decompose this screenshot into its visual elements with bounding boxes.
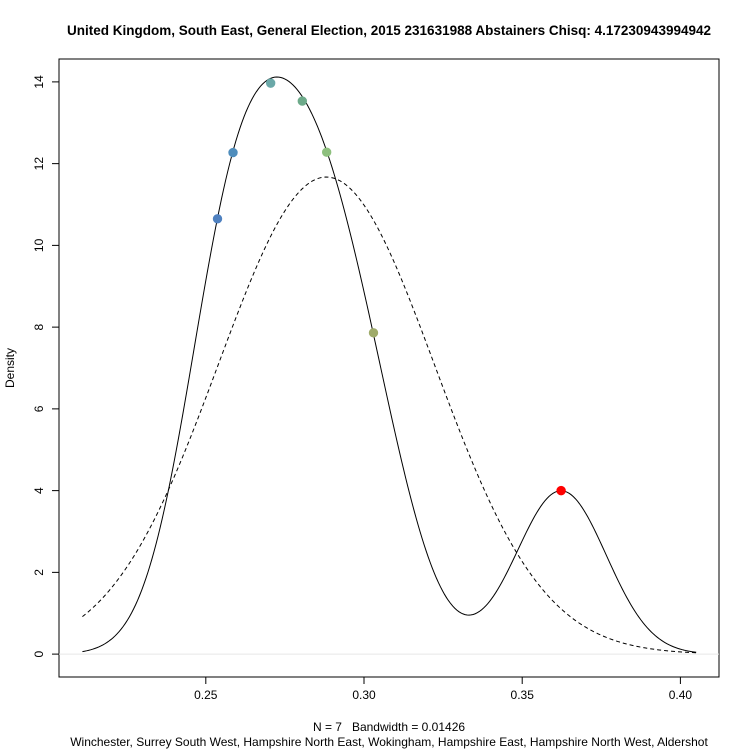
y-tick-label: 4 — [32, 487, 46, 494]
data-point-7 — [556, 485, 566, 496]
y-tick-label: 14 — [32, 75, 46, 89]
data-point-6 — [368, 328, 379, 338]
y-axis-label: Density — [3, 348, 17, 388]
curves — [59, 76, 719, 655]
x-tick-label: 0.25 — [194, 688, 218, 702]
chart-title: United Kingdom, South East, General Elec… — [67, 23, 711, 38]
data-points — [212, 78, 566, 496]
data-point-2 — [228, 147, 238, 158]
y-tick-label: 2 — [32, 569, 46, 576]
axes: 0.25 0.30 0.35 0.40 0 2 4 6 8 10 12 14 — [32, 75, 692, 702]
y-tick-label: 10 — [32, 238, 46, 252]
y-tick-label: 8 — [32, 323, 46, 330]
data-point-1 — [212, 214, 223, 224]
x-tick-label: 0.35 — [511, 688, 535, 702]
x-axis-label: N = 7 Bandwidth = 0.01426 — [313, 720, 465, 734]
y-tick-label: 12 — [32, 157, 46, 171]
data-point-4 — [297, 96, 308, 106]
normal-curve — [82, 176, 697, 654]
y-tick-label: 6 — [32, 405, 46, 412]
data-point-3 — [265, 78, 276, 88]
y-tick-label: 0 — [32, 650, 46, 657]
data-point-5 — [321, 147, 332, 157]
footer-constituencies: Winchester, Surrey South West, Hampshire… — [70, 735, 708, 749]
x-tick-label: 0.40 — [669, 688, 693, 702]
density-curve — [82, 76, 697, 653]
x-tick-label: 0.30 — [352, 688, 376, 702]
